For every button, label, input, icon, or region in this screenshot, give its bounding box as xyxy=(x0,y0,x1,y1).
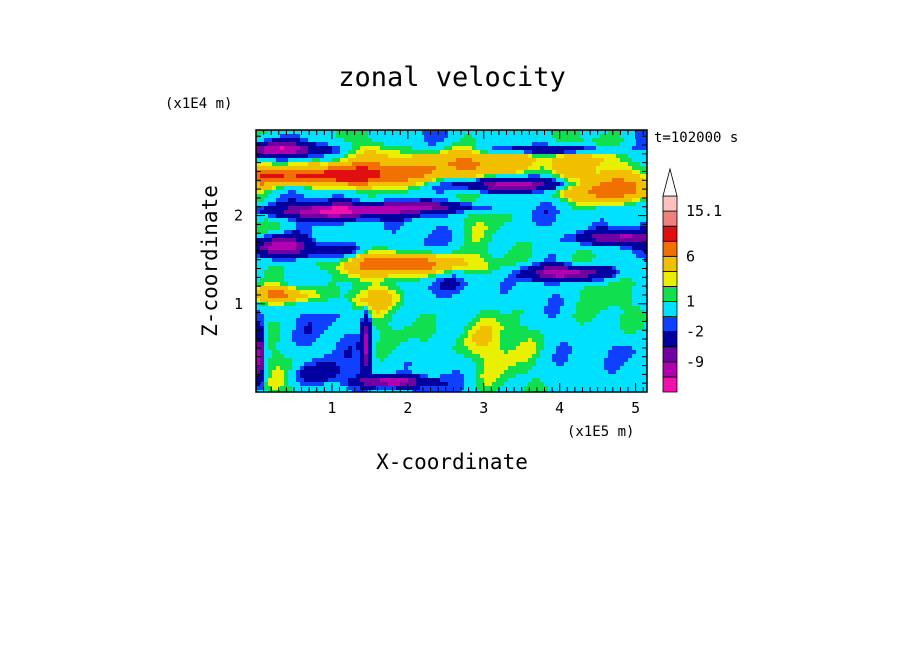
x-tick-label: 2 xyxy=(403,399,412,417)
colorbar-swatch xyxy=(663,302,677,317)
colorbar-label: 15.1 xyxy=(686,202,722,220)
y-tick-label: 2 xyxy=(234,207,243,225)
colorbar-swatch xyxy=(663,317,677,332)
colorbar-swatch xyxy=(663,377,677,392)
x-tick-label: 4 xyxy=(555,399,564,417)
colorbar-swatch xyxy=(663,286,677,301)
colorbar-swatch xyxy=(663,211,677,226)
y-scale-label: (x1E4 m) xyxy=(165,96,232,112)
colorbar-swatch xyxy=(663,241,677,256)
colorbar-swatch xyxy=(663,226,677,241)
time-label: t=102000 s xyxy=(654,130,738,146)
y-tick-label: 1 xyxy=(234,295,243,313)
colorbar-label: 1 xyxy=(686,293,695,311)
colorbar-swatch xyxy=(663,332,677,347)
colorbar-label: -9 xyxy=(686,353,704,371)
colorbar-label: -2 xyxy=(686,323,704,341)
x-tick-label: 5 xyxy=(631,399,640,417)
colorbar-swatch xyxy=(663,362,677,377)
x-tick-label: 1 xyxy=(327,399,336,417)
x-axis-label: X-coordinate xyxy=(376,450,528,474)
x-scale-label: (x1E5 m) xyxy=(567,424,634,440)
colorbar-label: 6 xyxy=(686,247,695,265)
colorbar-swatch xyxy=(663,347,677,362)
y-axis-label: Z-coordinate xyxy=(198,185,222,337)
chart-title: zonal velocity xyxy=(338,62,566,93)
colorbar-extend-arrow xyxy=(663,169,677,196)
colorbar-swatch xyxy=(663,256,677,271)
x-tick-label: 3 xyxy=(479,399,488,417)
colorbar-swatch xyxy=(663,196,677,211)
velocity-field xyxy=(256,130,648,394)
colorbar: 15.1 6 1 -2 -9 xyxy=(663,169,722,392)
colorbar-swatch xyxy=(663,271,677,286)
